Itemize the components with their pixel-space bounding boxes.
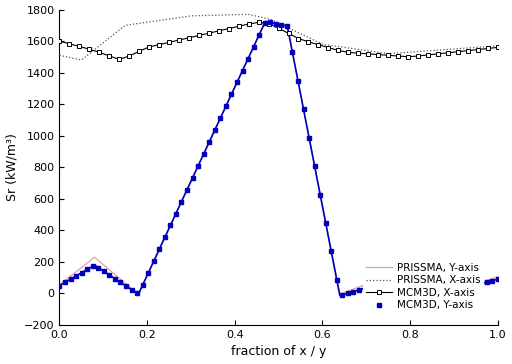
MCM3D, Y-axis: [323, 221, 329, 225]
MCM3D, X-axis: [236, 24, 242, 28]
MCM3D, X-axis: [435, 52, 441, 56]
MCM3D, X-axis: [96, 50, 102, 55]
MCM3D, X-axis: [106, 54, 112, 58]
PRISSMA, Y-axis: [337, 292, 344, 296]
PRISSMA, X-axis: [435, 48, 441, 52]
MCM3D, X-axis: [345, 50, 351, 55]
MCM3D, X-axis: [455, 50, 461, 54]
MCM3D, X-axis: [255, 20, 262, 25]
MCM3D, X-axis: [385, 53, 391, 58]
MCM3D, X-axis: [166, 40, 172, 44]
MCM3D, X-axis: [295, 36, 302, 41]
MCM3D, X-axis: [325, 46, 331, 50]
PRISSMA, X-axis: [245, 12, 251, 16]
PRISSMA, Y-axis: [495, 275, 501, 279]
PRISSMA, Y-axis: [56, 282, 62, 287]
MCM3D, X-axis: [87, 47, 93, 51]
PRISSMA, Y-axis: [263, 19, 269, 24]
MCM3D, X-axis: [186, 36, 192, 40]
MCM3D, X-axis: [216, 29, 222, 33]
PRISSMA, X-axis: [324, 43, 330, 47]
PRISSMA, Y-axis: [435, 285, 441, 289]
PRISSMA, X-axis: [84, 54, 90, 58]
PRISSMA, Y-axis: [311, 162, 317, 167]
MCM3D, X-axis: [405, 55, 411, 59]
MCM3D, X-axis: [495, 45, 501, 50]
MCM3D, Y-axis: [250, 44, 257, 49]
MCM3D, X-axis: [176, 38, 182, 42]
PRISSMA, Y-axis: [336, 288, 342, 293]
MCM3D, X-axis: [395, 54, 401, 58]
PRISSMA, X-axis: [336, 44, 343, 49]
MCM3D, X-axis: [246, 22, 252, 26]
MCM3D, X-axis: [116, 57, 122, 62]
MCM3D, X-axis: [365, 52, 371, 56]
Legend: PRISSMA, Y-axis, PRISSMA, X-axis, MCM3D, X-axis, MCM3D, Y-axis: PRISSMA, Y-axis, PRISSMA, X-axis, MCM3D,…: [362, 260, 484, 313]
MCM3D, Y-axis: [456, 287, 462, 292]
MCM3D, X-axis: [67, 41, 73, 46]
MCM3D, Y-axis: [328, 249, 334, 254]
MCM3D, Y-axis: [350, 289, 356, 294]
Line: MCM3D, Y-axis: MCM3D, Y-axis: [57, 20, 500, 297]
MCM3D, X-axis: [425, 53, 431, 57]
PRISSMA, Y-axis: [323, 221, 329, 226]
PRISSMA, X-axis: [390, 51, 396, 56]
MCM3D, Y-axis: [495, 277, 501, 281]
MCM3D, X-axis: [305, 40, 311, 44]
X-axis label: fraction of x / y: fraction of x / y: [231, 345, 326, 359]
MCM3D, X-axis: [355, 51, 361, 55]
MCM3D, X-axis: [76, 44, 82, 49]
MCM3D, X-axis: [445, 51, 451, 55]
PRISSMA, Y-axis: [83, 261, 90, 266]
MCM3D, Y-axis: [56, 284, 62, 288]
MCM3D, Y-axis: [339, 293, 346, 297]
MCM3D, X-axis: [206, 31, 212, 35]
MCM3D, X-axis: [156, 43, 162, 47]
MCM3D, X-axis: [285, 31, 291, 36]
MCM3D, X-axis: [226, 27, 232, 31]
MCM3D, X-axis: [266, 21, 272, 26]
MCM3D, X-axis: [375, 52, 381, 57]
PRISSMA, Y-axis: [390, 272, 396, 276]
Y-axis label: Sr (kW/m³): Sr (kW/m³): [6, 133, 18, 201]
MCM3D, X-axis: [126, 54, 132, 58]
MCM3D, X-axis: [56, 39, 62, 43]
MCM3D, Y-axis: [367, 284, 373, 289]
MCM3D, X-axis: [136, 49, 142, 54]
PRISSMA, X-axis: [495, 44, 501, 48]
MCM3D, X-axis: [335, 48, 342, 53]
PRISSMA, X-axis: [78, 58, 84, 62]
Line: MCM3D, X-axis: MCM3D, X-axis: [57, 20, 500, 62]
MCM3D, X-axis: [484, 46, 490, 51]
PRISSMA, X-axis: [56, 53, 62, 58]
MCM3D, X-axis: [465, 48, 471, 53]
Line: PRISSMA, X-axis: PRISSMA, X-axis: [59, 14, 498, 60]
MCM3D, X-axis: [146, 45, 152, 49]
MCM3D, X-axis: [196, 33, 202, 37]
MCM3D, X-axis: [315, 43, 322, 47]
PRISSMA, X-axis: [312, 39, 318, 43]
Line: PRISSMA, Y-axis: PRISSMA, Y-axis: [59, 21, 498, 294]
MCM3D, X-axis: [415, 54, 421, 58]
MCM3D, X-axis: [475, 47, 481, 52]
MCM3D, X-axis: [275, 26, 282, 31]
MCM3D, Y-axis: [267, 20, 273, 25]
